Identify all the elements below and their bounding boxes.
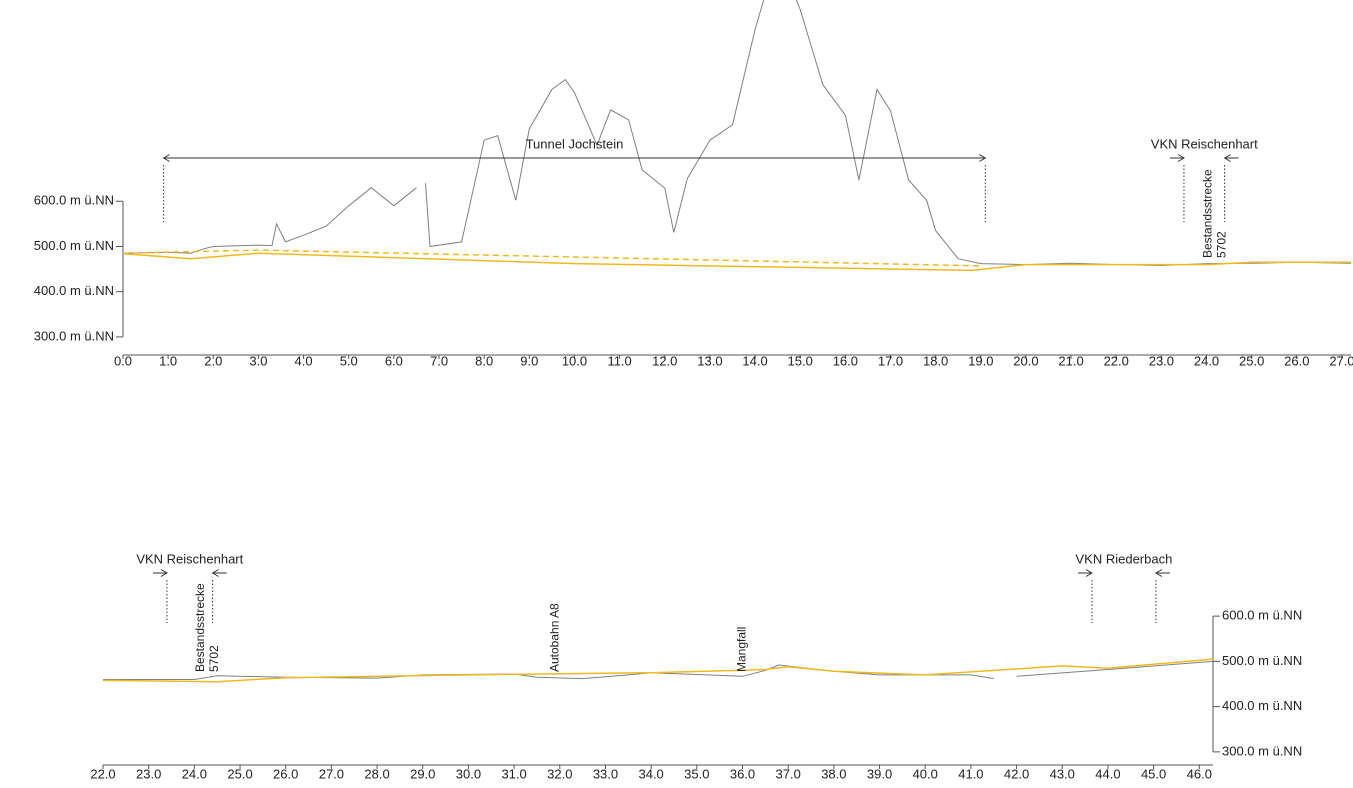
x-tick-label: 0.0 [114, 353, 132, 368]
marker-label: 5702 [1215, 231, 1229, 258]
x-tick-label: 12.0 [652, 353, 677, 368]
y-tick-label: 400.0 m ü.NN [34, 283, 114, 298]
series-line [102, 658, 1213, 683]
x-tick-label: 11.0 [607, 353, 631, 368]
arrow-head [162, 154, 170, 162]
x-tick-label: 28.0 [364, 766, 389, 781]
x-tick-label: 32.0 [547, 766, 572, 781]
span-label: VKN Riederbach [1076, 551, 1173, 566]
x-tick-label: 40.0 [913, 766, 938, 781]
x-tick-label: 13.0 [697, 353, 722, 368]
x-tick-label: 33.0 [593, 766, 618, 781]
x-tick-label: 34.0 [638, 766, 663, 781]
arrow-head [1223, 154, 1231, 162]
series-line [103, 660, 1213, 680]
marker-label: Bestandsstrecke [193, 583, 207, 672]
x-tick-label: 10.0 [562, 353, 587, 368]
x-tick-label: 3.0 [249, 353, 267, 368]
y-tick-label: 600.0 m ü.NN [1222, 608, 1302, 623]
arrow-head [979, 154, 987, 162]
x-tick-label: 14.0 [742, 353, 767, 368]
x-tick-label: 20.0 [1013, 353, 1038, 368]
x-tick-label: 26.0 [1284, 353, 1309, 368]
arrow-head [1177, 154, 1185, 162]
x-tick-label: 36.0 [730, 766, 755, 781]
y-tick-label: 500.0 m ü.NN [34, 238, 114, 253]
arrow-head [1085, 569, 1093, 577]
x-tick-label: 5.0 [340, 353, 358, 368]
x-tick-label: 31.0 [501, 766, 526, 781]
x-tick-label: 35.0 [684, 766, 709, 781]
y-tick-label: 500.0 m ü.NN [1222, 653, 1302, 668]
x-tick-label: 43.0 [1050, 766, 1075, 781]
series-line [122, 252, 1351, 272]
x-tick-label: 22.0 [90, 766, 115, 781]
x-tick-label: 27.0 [1329, 353, 1353, 368]
marker-label: 5702 [207, 645, 221, 672]
y-tick-label: 300.0 m ü.NN [34, 328, 114, 343]
marker-label: Autobahn A8 [547, 603, 561, 672]
x-tick-label: 9.0 [520, 353, 538, 368]
x-tick-label: 18.0 [923, 353, 948, 368]
x-tick-label: 17.0 [878, 353, 903, 368]
x-tick-label: 45.0 [1141, 766, 1166, 781]
series-line [122, 249, 981, 267]
arrow-head [160, 569, 168, 577]
x-tick-label: 4.0 [295, 353, 313, 368]
x-tick-label: 21.0 [1058, 353, 1083, 368]
x-tick-label: 2.0 [204, 353, 222, 368]
x-tick-label: 46.0 [1187, 766, 1212, 781]
x-tick-label: 42.0 [1004, 766, 1029, 781]
x-tick-label: 23.0 [1149, 353, 1174, 368]
y-tick-label: 600.0 m ü.NN [34, 193, 114, 208]
x-tick-label: 8.0 [475, 353, 493, 368]
x-tick-label: 16.0 [833, 353, 858, 368]
x-tick-label: 7.0 [430, 353, 448, 368]
x-tick-label: 27.0 [319, 766, 344, 781]
marker-label: Mangfall [735, 627, 749, 672]
x-tick-label: 23.0 [136, 766, 161, 781]
x-tick-label: 37.0 [776, 766, 801, 781]
x-tick-label: 25.0 [227, 766, 252, 781]
y-tick-label: 300.0 m ü.NN [1222, 743, 1302, 758]
x-tick-label: 24.0 [182, 766, 207, 781]
x-tick-label: 44.0 [1095, 766, 1120, 781]
x-tick-label: 24.0 [1194, 353, 1219, 368]
series-line [122, 0, 1352, 267]
x-tick-label: 6.0 [385, 353, 403, 368]
y-tick-label: 400.0 m ü.NN [1222, 698, 1302, 713]
marker-label: Bestandsstrecke [1201, 169, 1215, 258]
span-label: VKN Reischenhart [1151, 136, 1258, 151]
x-tick-label: 41.0 [958, 766, 983, 781]
x-tick-label: 22.0 [1104, 353, 1129, 368]
x-tick-label: 15.0 [788, 353, 813, 368]
x-tick-label: 25.0 [1239, 353, 1264, 368]
x-tick-label: 26.0 [273, 766, 298, 781]
x-tick-label: 30.0 [456, 766, 481, 781]
x-tick-label: 38.0 [821, 766, 846, 781]
span-label: VKN Reischenhart [136, 551, 243, 566]
x-tick-label: 29.0 [410, 766, 435, 781]
arrow-head [211, 569, 219, 577]
x-tick-label: 39.0 [867, 766, 892, 781]
span-label: Tunnel Jochstein [526, 136, 624, 151]
arrow-head [1154, 569, 1163, 577]
x-tick-label: 19.0 [968, 353, 993, 368]
x-tick-label: 1.0 [159, 353, 177, 368]
